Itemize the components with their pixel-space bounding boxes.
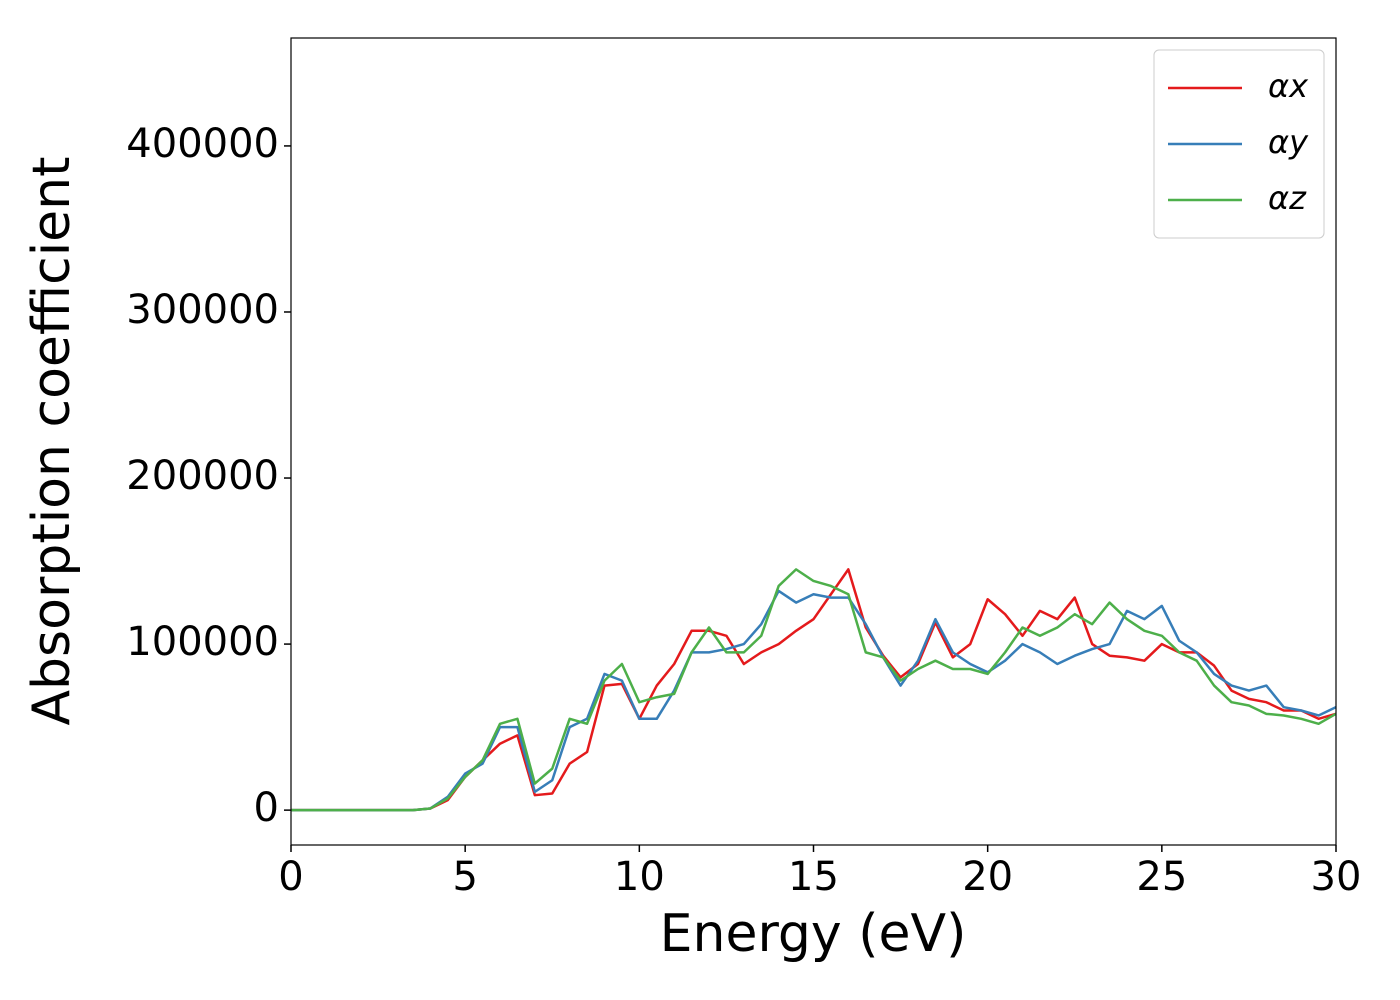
x-axis-label: Energy (eV)	[660, 904, 967, 964]
data-line	[291, 589, 1337, 812]
x-tick-label: 20	[962, 854, 1013, 900]
plot-frame	[290, 37, 1337, 846]
x-tick-label: 10	[614, 854, 665, 900]
y-tick-label: 200000	[126, 453, 279, 499]
y-tick-label: 400000	[126, 121, 279, 167]
legend-label: αy	[1268, 123, 1309, 161]
x-tick-label: 0	[278, 854, 303, 900]
y-tick-label: 0	[254, 785, 279, 831]
y-axis-label: Absorption coefficient	[22, 156, 82, 725]
y-tick-label: 100000	[126, 619, 279, 665]
x-tick-label: 25	[1136, 854, 1187, 900]
legend-label: αx	[1268, 67, 1309, 105]
x-tick-label: 5	[452, 854, 477, 900]
data-line	[291, 568, 1337, 812]
legend-label: αz	[1268, 179, 1307, 217]
x-tick-label: 15	[788, 854, 839, 900]
y-tick-label: 300000	[126, 287, 279, 333]
x-tick-label: 30	[1311, 854, 1362, 900]
data-line	[291, 568, 1337, 812]
